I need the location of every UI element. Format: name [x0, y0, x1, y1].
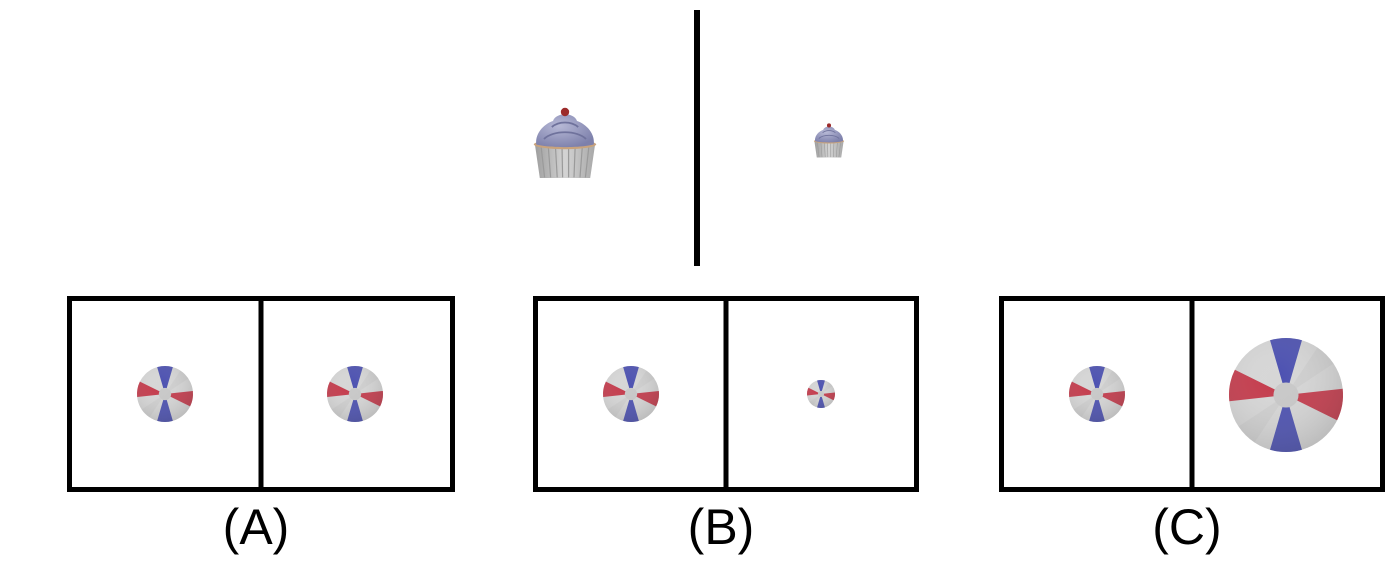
option-a-panel[interactable] [67, 296, 455, 492]
option-c-label: (C) [1152, 499, 1222, 555]
cupcake-icon [814, 123, 844, 157]
reference-pair [534, 10, 844, 266]
option-b-label: (B) [687, 499, 755, 555]
option-b-panel[interactable] [533, 296, 919, 492]
option-a-label: (A) [222, 499, 290, 555]
cupcake-icon [534, 108, 596, 178]
option-c-panel[interactable] [999, 296, 1385, 492]
